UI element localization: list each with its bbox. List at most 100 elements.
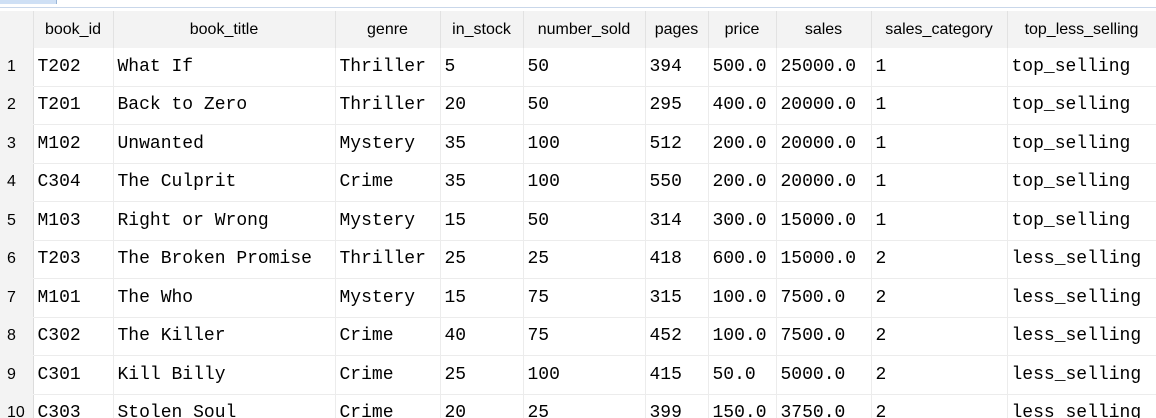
cell-book-id[interactable]: T201 — [33, 86, 114, 125]
table-row[interactable]: 4 C304 The Culprit Crime 35 100 550 200.0 20000.… — [0, 163, 1156, 202]
cell-number-sold[interactable]: 50 — [523, 48, 646, 87]
column-header-sales-category[interactable]: sales_category — [871, 11, 1008, 48]
cell-sales-category[interactable]: 1 — [871, 86, 1008, 125]
column-header-price[interactable]: price — [708, 11, 777, 48]
cell-genre[interactable]: Mystery — [335, 201, 441, 241]
cell-genre[interactable]: Crime — [335, 317, 441, 356]
cell-number-sold[interactable]: 100 — [523, 355, 646, 395]
cell-genre[interactable]: Thriller — [335, 240, 441, 279]
cell-in-stock[interactable]: 15 — [440, 278, 524, 318]
column-header-pages[interactable]: pages — [645, 11, 709, 48]
cell-top-less-selling[interactable]: less_selling — [1007, 317, 1156, 356]
cell-book-title[interactable]: Unwanted — [113, 124, 336, 164]
cell-book-id[interactable]: M102 — [33, 124, 114, 164]
column-header-genre[interactable]: genre — [335, 11, 441, 48]
cell-price[interactable]: 150.0 — [708, 394, 777, 418]
cell-top-less-selling[interactable]: top_selling — [1007, 86, 1156, 125]
cell-price[interactable]: 100.0 — [708, 278, 777, 318]
cell-book-title[interactable]: The Killer — [113, 317, 336, 356]
cell-in-stock[interactable]: 40 — [440, 317, 524, 356]
table-row[interactable]: 3 M102 Unwanted Mystery 35 100 512 200.0 20000.0… — [0, 124, 1156, 164]
cell-top-less-selling[interactable]: top_selling — [1007, 124, 1156, 164]
cell-sales[interactable]: 25000.0 — [776, 48, 872, 87]
cell-pages[interactable]: 415 — [645, 355, 709, 395]
cell-sales-category[interactable]: 1 — [871, 124, 1008, 164]
cell-top-less-selling[interactable]: less_selling — [1007, 355, 1156, 395]
cell-sales-category[interactable]: 2 — [871, 278, 1008, 318]
row-number[interactable]: 6 — [0, 240, 34, 279]
cell-sales[interactable]: 20000.0 — [776, 124, 872, 164]
cell-book-title[interactable]: Stolen Soul — [113, 394, 336, 418]
row-number[interactable]: 1 — [0, 48, 34, 87]
cell-book-id[interactable]: T203 — [33, 240, 114, 279]
cell-sales-category[interactable]: 2 — [871, 355, 1008, 395]
column-header-top-less-selling[interactable]: top_less_selling — [1007, 11, 1156, 48]
cell-pages[interactable]: 295 — [645, 86, 709, 125]
cell-top-less-selling[interactable]: top_selling — [1007, 201, 1156, 241]
cell-sales-category[interactable]: 2 — [871, 394, 1008, 418]
cell-pages[interactable]: 550 — [645, 163, 709, 202]
cell-pages[interactable]: 512 — [645, 124, 709, 164]
cell-pages[interactable]: 315 — [645, 278, 709, 318]
cell-top-less-selling[interactable]: less_selling — [1007, 240, 1156, 279]
cell-sales[interactable]: 7500.0 — [776, 317, 872, 356]
cell-pages[interactable]: 452 — [645, 317, 709, 356]
cell-in-stock[interactable]: 20 — [440, 394, 524, 418]
row-number[interactable]: 5 — [0, 201, 34, 241]
cell-sales-category[interactable]: 1 — [871, 163, 1008, 202]
cell-top-less-selling[interactable]: less_selling — [1007, 394, 1156, 418]
cell-number-sold[interactable]: 100 — [523, 124, 646, 164]
cell-number-sold[interactable]: 25 — [523, 394, 646, 418]
row-number[interactable]: 9 — [0, 355, 34, 395]
cell-sales[interactable]: 15000.0 — [776, 240, 872, 279]
cell-genre[interactable]: Crime — [335, 163, 441, 202]
cell-in-stock[interactable]: 5 — [440, 48, 524, 87]
cell-book-id[interactable]: M103 — [33, 201, 114, 241]
cell-pages[interactable]: 418 — [645, 240, 709, 279]
cell-in-stock[interactable]: 25 — [440, 240, 524, 279]
table-row[interactable]: 2 T201 Back to Zero Thriller 20 50 295 400.0 200… — [0, 86, 1156, 125]
cell-pages[interactable]: 399 — [645, 394, 709, 418]
cell-number-sold[interactable]: 50 — [523, 86, 646, 125]
cell-sales-category[interactable]: 2 — [871, 240, 1008, 279]
cell-sales-category[interactable]: 2 — [871, 317, 1008, 356]
cell-sales-category[interactable]: 1 — [871, 48, 1008, 87]
cell-book-id[interactable]: C302 — [33, 317, 114, 356]
cell-genre[interactable]: Crime — [335, 355, 441, 395]
cell-top-less-selling[interactable]: top_selling — [1007, 48, 1156, 87]
row-number[interactable]: 8 — [0, 317, 34, 356]
cell-price[interactable]: 50.0 — [708, 355, 777, 395]
cell-genre[interactable]: Thriller — [335, 86, 441, 125]
cell-sales[interactable]: 7500.0 — [776, 278, 872, 318]
cell-price[interactable]: 400.0 — [708, 86, 777, 125]
cell-number-sold[interactable]: 25 — [523, 240, 646, 279]
cell-book-id[interactable]: T202 — [33, 48, 114, 87]
cell-top-less-selling[interactable]: less_selling — [1007, 278, 1156, 318]
table-row[interactable]: 8 C302 The Killer Crime 40 75 452 100.0 7500.0 2 l… — [0, 317, 1156, 356]
column-header-book-id[interactable]: book_id — [33, 11, 114, 48]
row-number[interactable]: 3 — [0, 124, 34, 164]
cell-book-id[interactable]: M101 — [33, 278, 114, 318]
cell-in-stock[interactable]: 25 — [440, 355, 524, 395]
cell-sales[interactable]: 20000.0 — [776, 163, 872, 202]
cell-number-sold[interactable]: 75 — [523, 317, 646, 356]
cell-in-stock[interactable]: 15 — [440, 201, 524, 241]
cell-sales[interactable]: 20000.0 — [776, 86, 872, 125]
cell-price[interactable]: 600.0 — [708, 240, 777, 279]
cell-sales[interactable]: 5000.0 — [776, 355, 872, 395]
row-number[interactable]: 2 — [0, 86, 34, 125]
row-number[interactable]: 7 — [0, 278, 34, 318]
cell-book-title[interactable]: The Broken Promise — [113, 240, 336, 279]
cell-in-stock[interactable]: 35 — [440, 163, 524, 202]
cell-price[interactable]: 200.0 — [708, 124, 777, 164]
cell-book-id[interactable]: C303 — [33, 394, 114, 418]
cell-genre[interactable]: Thriller — [335, 48, 441, 87]
cell-in-stock[interactable]: 35 — [440, 124, 524, 164]
cell-price[interactable]: 100.0 — [708, 317, 777, 356]
cell-book-title[interactable]: Kill Billy — [113, 355, 336, 395]
cell-genre[interactable]: Mystery — [335, 124, 441, 164]
cell-genre[interactable]: Crime — [335, 394, 441, 418]
cell-book-id[interactable]: C301 — [33, 355, 114, 395]
table-row[interactable]: 1 T202 What If Thriller 5 50 394 500.0 25000.0 1 t… — [0, 48, 1156, 87]
cell-book-title[interactable]: Back to Zero — [113, 86, 336, 125]
